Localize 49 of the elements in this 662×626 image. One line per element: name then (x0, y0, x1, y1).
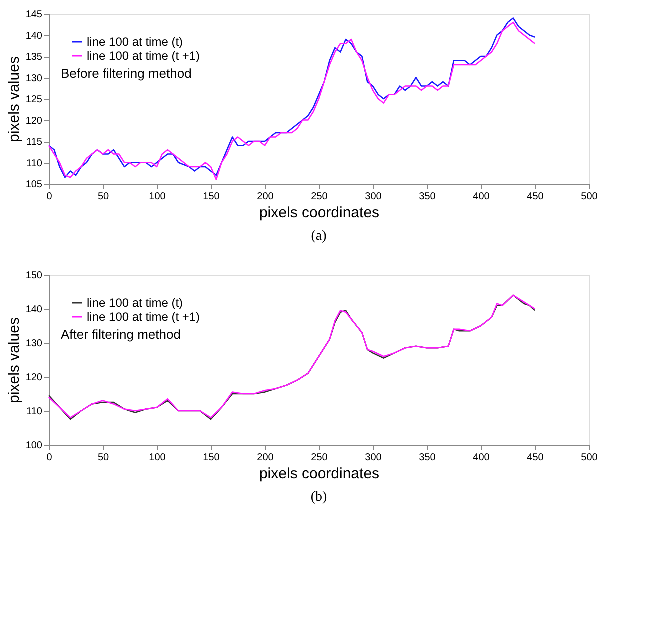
y-tick-label: 100 (26, 440, 43, 452)
x-tick-label: 150 (203, 192, 220, 202)
x-tick-label: 100 (149, 192, 166, 202)
legend-label: line 100 at time (t +1) (87, 310, 200, 324)
y-tick-label: 130 (26, 338, 43, 350)
x-tick-label: 300 (365, 452, 382, 464)
x-tick-label: 200 (257, 192, 274, 202)
text: (a) (311, 229, 328, 244)
x-tick-label: 450 (527, 452, 544, 464)
x-tick-label: 250 (311, 452, 328, 464)
x-tick-label: 100 (149, 452, 166, 464)
y-axis-title: pixels values (6, 318, 23, 404)
y-tick-label: 125 (26, 94, 43, 106)
y-tick-label: 110 (26, 158, 43, 170)
annotation: Before filtering method (61, 66, 192, 81)
x-tick-label: 50 (98, 192, 110, 202)
x-tick-label: 200 (257, 452, 274, 464)
x-tick-label: 250 (311, 192, 328, 202)
y-tick-label: 115 (26, 137, 43, 148)
y-tick-label: 130 (26, 73, 43, 84)
annotation: After filtering method (61, 327, 181, 342)
y-tick-label: 135 (26, 52, 43, 63)
x-tick-label: 500 (581, 452, 598, 464)
y-tick-label: 110 (26, 406, 43, 418)
x-tick-label: 50 (98, 452, 110, 464)
x-tick-label: 350 (419, 192, 436, 202)
x-tick-label: 450 (527, 192, 544, 202)
x-tick-label: 300 (365, 192, 382, 202)
y-tick-label: 150 (26, 270, 43, 282)
x-tick-label: 150 (203, 452, 220, 464)
text: (b) (310, 490, 328, 505)
x-tick-label: 500 (581, 192, 598, 202)
legend-label: line 100 at time (t) (87, 296, 184, 310)
y-tick-label: 140 (26, 304, 43, 316)
x-tick-label: 350 (419, 452, 436, 464)
y-tick-label: 120 (26, 116, 43, 127)
legend-label: line 100 at time (t) (87, 35, 184, 49)
x-tick-label: 400 (473, 192, 490, 202)
y-tick-label: 145 (26, 10, 43, 20)
y-tick-label: 120 (26, 372, 43, 384)
x-axis-title: pixels coordinates (259, 466, 380, 482)
y-tick-label: 140 (26, 30, 43, 42)
x-tick-label: 400 (473, 452, 490, 464)
y-axis-title: pixels values (6, 56, 23, 142)
x-tick-label: 0 (46, 192, 53, 202)
legend-label: line 100 at time (t +1) (87, 49, 200, 63)
x-axis-title: pixels coordinates (259, 204, 380, 222)
y-tick-label: 105 (26, 180, 43, 190)
x-tick-label: 0 (46, 452, 53, 464)
